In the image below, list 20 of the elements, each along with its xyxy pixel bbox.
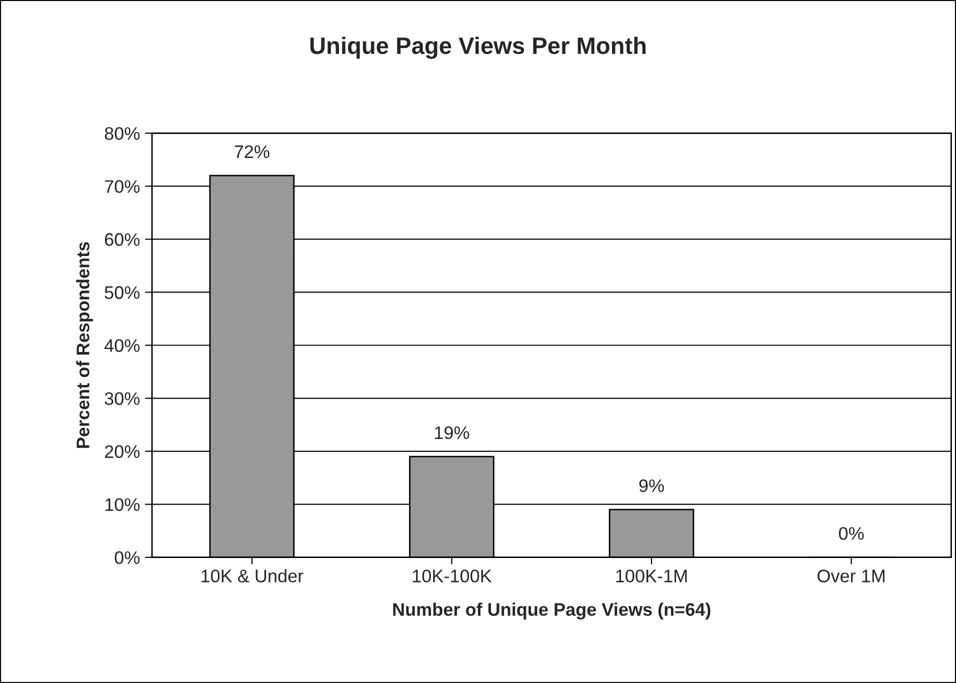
x-tick-label: 100K-1M [616, 570, 687, 582]
y-tick-label: 30% [104, 392, 140, 405]
y-tick-label: 40% [104, 339, 140, 352]
y-tick-label: 60% [104, 233, 140, 246]
data-label: 72% [234, 145, 270, 158]
y-axis-title: Percent of Respondents [76, 242, 93, 448]
y-tick-label: 70% [104, 180, 140, 193]
y-tick-label: 0% [114, 551, 140, 564]
x-axis-title: Number of Unique Page Views (n=64) [393, 602, 710, 620]
x-tick-label: 10K-100K [412, 570, 492, 582]
y-tick-label: 80% [104, 127, 140, 140]
data-label: 9% [639, 479, 664, 492]
y-tick-label: 20% [104, 445, 140, 458]
x-tick-label: 10K & Under [202, 569, 304, 582]
x-tick-label: Over 1M [818, 570, 884, 582]
y-tick-label: 50% [104, 286, 140, 299]
chart-title: Unique Page Views Per Month [310, 36, 646, 59]
data-label: 0% [838, 527, 864, 540]
y-tick-label: 10% [105, 498, 140, 512]
data-label: 19% [435, 426, 470, 440]
